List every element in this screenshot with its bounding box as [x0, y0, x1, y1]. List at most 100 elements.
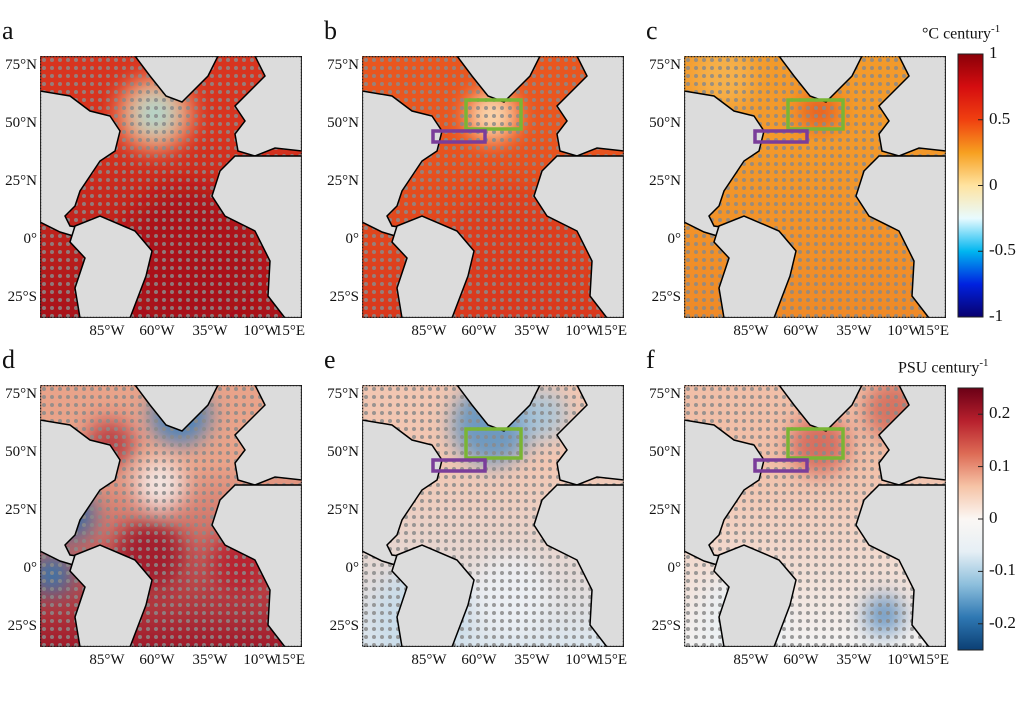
lat-label: 75°N [5, 386, 37, 402]
map-panel-d [40, 385, 302, 647]
lat-label: 75°N [649, 386, 681, 402]
green-box [786, 98, 845, 131]
lon-label: 15°E [918, 323, 950, 339]
lat-label: 25°S [7, 618, 37, 634]
lat-label: 0° [667, 560, 682, 576]
panel-letter-c: c [646, 16, 658, 45]
map-frame [684, 385, 946, 647]
land-gl [134, 56, 219, 103]
lon-label: 10°W [887, 323, 923, 339]
lon-label: 10°W [565, 652, 601, 668]
colorbar-0 [957, 53, 984, 318]
colorbar-tick-label: 0.2 [989, 403, 1011, 423]
lon-label: 35°W [192, 652, 228, 668]
lon-label: 60°W [783, 652, 819, 668]
green-box [464, 98, 523, 131]
land-sa [391, 215, 475, 318]
lat-label: 0° [23, 560, 38, 576]
map-frame [684, 56, 946, 318]
land-eu [878, 385, 946, 486]
lat-label: 25°N [5, 173, 37, 189]
lat-label: 50°N [327, 444, 359, 460]
lat-label: 0° [345, 560, 360, 576]
land-af [211, 484, 302, 647]
map-panel-f [684, 385, 946, 647]
lat-label: 25°S [651, 289, 681, 305]
lon-label: 60°W [461, 652, 497, 668]
lon-label: 15°E [918, 652, 950, 668]
lon-label: 60°W [139, 323, 175, 339]
colorbar-tick-label: 0.5 [989, 108, 1011, 128]
colorbar-title: °C century-1 [922, 23, 1000, 43]
lat-label: 50°N [327, 115, 359, 131]
lat-label: 0° [345, 231, 360, 247]
panel-letter-d: d [2, 345, 15, 374]
map-panel-a [40, 56, 302, 318]
colorbar-1 [957, 387, 984, 651]
lat-label: 50°N [649, 115, 681, 131]
land-af [211, 155, 302, 318]
colorbar-tick-label: 0 [989, 508, 998, 527]
land-eu [234, 385, 302, 486]
lon-label: 60°W [783, 323, 819, 339]
purple-box [431, 458, 487, 473]
purple-box [753, 458, 809, 473]
lat-label: 0° [23, 231, 38, 247]
map-panel-c [684, 56, 946, 318]
lon-label: 35°W [514, 652, 550, 668]
lat-label: 25°S [651, 618, 681, 634]
lon-label: 85°W [411, 652, 447, 668]
lon-label: 85°W [89, 323, 125, 339]
lat-label: 25°N [649, 502, 681, 518]
map-frame [40, 385, 302, 647]
land-gl [456, 56, 541, 103]
lat-label: 25°N [327, 173, 359, 189]
map-panel-e [362, 385, 624, 647]
lat-label: 75°N [649, 57, 681, 73]
lon-label: 15°E [274, 323, 306, 339]
lat-label: 25°S [7, 289, 37, 305]
land-af [533, 155, 624, 318]
lat-label: 75°N [5, 57, 37, 73]
land-af [533, 484, 624, 647]
lat-label: 75°N [327, 57, 359, 73]
purple-box [431, 129, 487, 144]
land-gl [134, 385, 219, 432]
lon-label: 35°W [836, 652, 872, 668]
colorbar-title-text: PSU century [898, 359, 980, 377]
map-frame [40, 56, 302, 318]
lat-label: 25°S [329, 289, 359, 305]
colorbar-tick-label: 0.1 [989, 455, 1011, 475]
lat-label: 0° [667, 231, 682, 247]
colorbar-tick-label: 1 [989, 43, 998, 62]
land-sa [69, 544, 153, 647]
green-box [464, 427, 523, 460]
lon-label: 85°W [733, 323, 769, 339]
lat-label: 50°N [5, 444, 37, 460]
land-eu [556, 385, 624, 486]
panel-letter-e: e [324, 345, 336, 374]
map-panel-b [362, 56, 624, 318]
land-sa [69, 215, 153, 318]
colorbar-title-exponent: -1 [991, 23, 1001, 35]
panel-letter-b: b [324, 16, 337, 45]
land-af [855, 155, 946, 318]
lat-label: 50°N [5, 115, 37, 131]
lat-label: 75°N [327, 386, 359, 402]
land-sa [391, 544, 475, 647]
land-sa [713, 215, 797, 318]
lon-label: 10°W [243, 323, 279, 339]
land-eu [878, 56, 946, 157]
lon-label: 10°W [243, 652, 279, 668]
lon-label: 10°W [887, 652, 923, 668]
lon-label: 35°W [836, 323, 872, 339]
land-gl [778, 56, 863, 103]
lon-label: 15°E [596, 323, 628, 339]
lat-label: 25°N [649, 173, 681, 189]
land-gl [778, 385, 863, 432]
colorbar-tick-label: -0.1 [989, 560, 1016, 580]
panel-letter-f: f [646, 345, 655, 374]
land-eu [234, 56, 302, 157]
colorbar-title-text: °C century [922, 25, 992, 43]
